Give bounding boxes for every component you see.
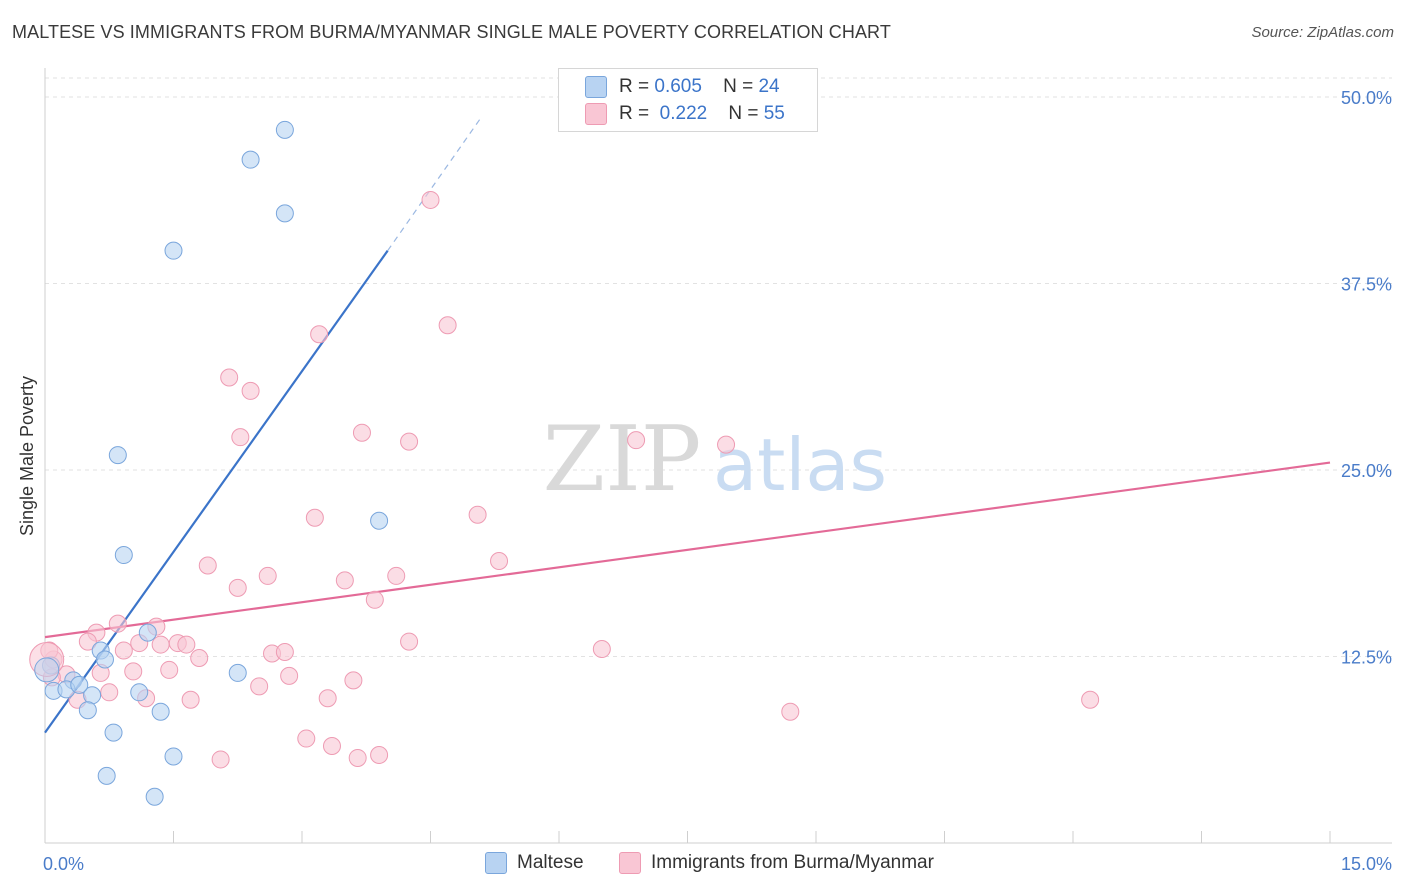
burma-point — [220, 368, 239, 387]
burma-point — [318, 689, 337, 708]
x-tick-label-min: 0.0% — [43, 854, 84, 874]
burma-point — [1081, 690, 1100, 709]
burma-point — [108, 614, 127, 633]
burma-point — [100, 683, 119, 702]
burma-point — [335, 571, 354, 590]
legend-label-burma: Immigrants from Burma/Myanmar — [651, 852, 934, 873]
burma-point — [124, 662, 143, 681]
maltese-point — [97, 766, 116, 785]
legend-r-value: 0.222 — [659, 103, 708, 124]
maltese-point — [275, 120, 294, 139]
burma-point — [400, 432, 419, 451]
maltese-point — [275, 204, 294, 223]
legend-item-maltese[interactable]: Maltese — [485, 852, 584, 874]
burma-point — [310, 325, 329, 344]
burma-point — [181, 690, 200, 709]
burma-point — [297, 729, 316, 748]
burma-point — [592, 640, 611, 659]
legend-n-value: 55 — [763, 103, 785, 124]
burma-point — [365, 590, 384, 609]
data-points — [29, 120, 1100, 806]
burma-point — [250, 677, 269, 696]
burma-point — [160, 660, 179, 679]
maltese-point — [145, 787, 164, 806]
burma-point — [490, 552, 509, 571]
maltese-point — [370, 511, 389, 530]
burma-point — [468, 505, 487, 524]
burma-point — [438, 316, 457, 335]
burma-point — [258, 566, 277, 585]
burma-point — [370, 745, 389, 764]
y-tick-label: 37.5% — [1341, 275, 1392, 295]
burma-point — [344, 671, 363, 690]
watermark-atlas: atlas — [713, 423, 887, 507]
burma-point — [280, 666, 299, 685]
watermark: ZIP atlas — [543, 407, 887, 512]
legend-r-label: R = — [619, 76, 650, 97]
burma-point — [198, 556, 217, 575]
chart-title: MALTESE VS IMMIGRANTS FROM BURMA/MYANMAR… — [12, 22, 891, 42]
burma-point — [177, 635, 196, 654]
x-tick-labels: 0.0% 15.0% — [43, 854, 1392, 874]
legend-swatch-blue — [585, 76, 607, 98]
burma-point — [78, 632, 97, 651]
burma-point — [190, 648, 209, 667]
x-tick-label-max: 15.0% — [1341, 854, 1392, 874]
legend-n-label: N = — [728, 103, 759, 124]
legend-r-label: R = — [619, 103, 650, 124]
axes — [44, 68, 1392, 844]
burma-point — [352, 423, 371, 442]
legend-n-label: N = — [723, 76, 754, 97]
legend-r-value: 0.605 — [654, 76, 702, 97]
burma-point — [781, 702, 800, 721]
y-axis-label: Single Male Poverty — [17, 376, 37, 536]
y-tick-label: 12.5% — [1341, 648, 1392, 668]
burma-point — [348, 748, 367, 767]
burma-point — [421, 190, 440, 209]
burma-point — [211, 750, 230, 769]
y-tick-labels: 12.5% 25.0% 37.5% 50.0% — [1341, 88, 1392, 668]
maltese-point — [241, 150, 260, 169]
burma-point — [717, 435, 736, 454]
burma-point — [151, 635, 170, 654]
maltese-point — [228, 663, 247, 682]
legend-item-burma[interactable]: Immigrants from Burma/Myanmar — [619, 852, 934, 874]
maltese-point — [108, 446, 127, 465]
maltese-point — [164, 747, 183, 766]
burma-point — [114, 641, 133, 660]
maltese-point — [130, 683, 149, 702]
legend-n-value: 24 — [758, 76, 780, 97]
burma-point — [231, 428, 250, 447]
correlation-legend: R = 0.605 N = 24 R = 0.222 N = 55 — [558, 68, 818, 132]
maltese-point — [70, 675, 89, 694]
maltese-point-cluster — [34, 657, 60, 683]
maltese-point — [78, 701, 97, 720]
legend-label-maltese: Maltese — [517, 852, 584, 873]
y-tick-label: 25.0% — [1341, 461, 1392, 481]
maltese-point — [104, 723, 123, 742]
maltese-trend-extension — [387, 116, 483, 252]
legend-swatch-pink — [585, 103, 607, 125]
maltese-point — [164, 241, 183, 260]
burma-trend-line — [44, 461, 1331, 639]
burma-point — [275, 643, 294, 662]
watermark-zip: ZIP — [543, 407, 702, 512]
burma-point — [322, 737, 341, 756]
legend-swatch-burma — [619, 852, 641, 874]
maltese-point — [151, 702, 170, 721]
burma-point — [627, 431, 646, 450]
burma-point — [305, 508, 324, 527]
burma-point — [387, 566, 406, 585]
y-tick-label: 50.0% — [1341, 88, 1392, 108]
maltese-point — [138, 623, 157, 642]
maltese-point — [114, 546, 133, 565]
source-credit: Source: ZipAtlas.com — [1251, 24, 1394, 41]
series-legend: Maltese Immigrants from Burma/Myanmar — [0, 852, 1406, 878]
burma-point — [400, 632, 419, 651]
burma-point — [228, 578, 247, 597]
legend-swatch-maltese — [485, 852, 507, 874]
burma-point — [241, 381, 260, 400]
maltese-point — [95, 650, 114, 669]
